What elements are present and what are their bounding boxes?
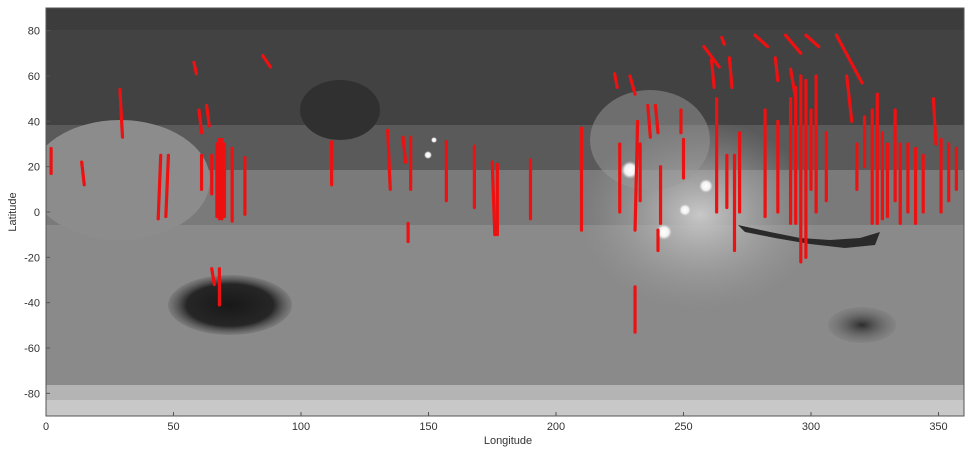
- track-segment: [804, 33, 821, 49]
- x-tick-label: 300: [802, 421, 820, 433]
- x-tick-label: 50: [167, 421, 179, 433]
- y-axis: -80 -60 -40 -20 0 20 40 60 80: [24, 26, 50, 400]
- track-segment: [197, 108, 204, 135]
- y-axis-title: Latitude: [7, 192, 19, 231]
- x-tick-label: 0: [43, 421, 49, 433]
- y-tick-label: 20: [28, 162, 40, 174]
- track-segment: [164, 153, 170, 219]
- track-segment: [192, 60, 199, 76]
- track-segment: [156, 153, 163, 221]
- track-segment: [653, 103, 660, 135]
- track-segment: [628, 74, 637, 96]
- track-segment: [118, 87, 125, 139]
- track-segment: [646, 103, 652, 139]
- track-segment: [783, 33, 803, 55]
- y-tick-label: -40: [24, 298, 40, 310]
- track-segment: [845, 74, 854, 123]
- track-segment: [727, 56, 734, 89]
- x-axis-title: Longitude: [484, 435, 532, 447]
- track-segment: [210, 267, 216, 287]
- track-segment: [931, 97, 938, 146]
- y-tick-label: 0: [34, 207, 40, 219]
- track-segment: [261, 53, 272, 69]
- x-tick-label: 100: [292, 421, 310, 433]
- track-segment: [490, 160, 497, 237]
- track-segment: [205, 103, 211, 128]
- track-segment: [386, 128, 392, 191]
- x-tick-label: 350: [929, 421, 947, 433]
- y-tick-label: 80: [28, 26, 40, 38]
- y-tick-label: -80: [24, 388, 40, 400]
- x-tick-label: 200: [547, 421, 565, 433]
- track-segment: [401, 135, 408, 164]
- x-tick-label: 150: [419, 421, 437, 433]
- track-segment: [702, 44, 721, 69]
- track-segment: [720, 35, 726, 46]
- track-segment: [80, 160, 86, 187]
- x-tick-label: 250: [674, 421, 692, 433]
- track-segment: [834, 33, 864, 85]
- x-axis: 0 50 100 150 200 250 300 350: [43, 412, 948, 433]
- track-segment: [633, 119, 640, 232]
- track-segment: [753, 33, 770, 49]
- y-tick-label: -20: [24, 252, 40, 264]
- track-segment: [773, 56, 780, 83]
- track-segment: [613, 72, 619, 89]
- track-segment: [709, 58, 716, 89]
- y-tick-label: -60: [24, 343, 40, 355]
- y-tick-label: 60: [28, 71, 40, 83]
- y-tick-label: 40: [28, 116, 40, 128]
- track-series: [49, 33, 958, 334]
